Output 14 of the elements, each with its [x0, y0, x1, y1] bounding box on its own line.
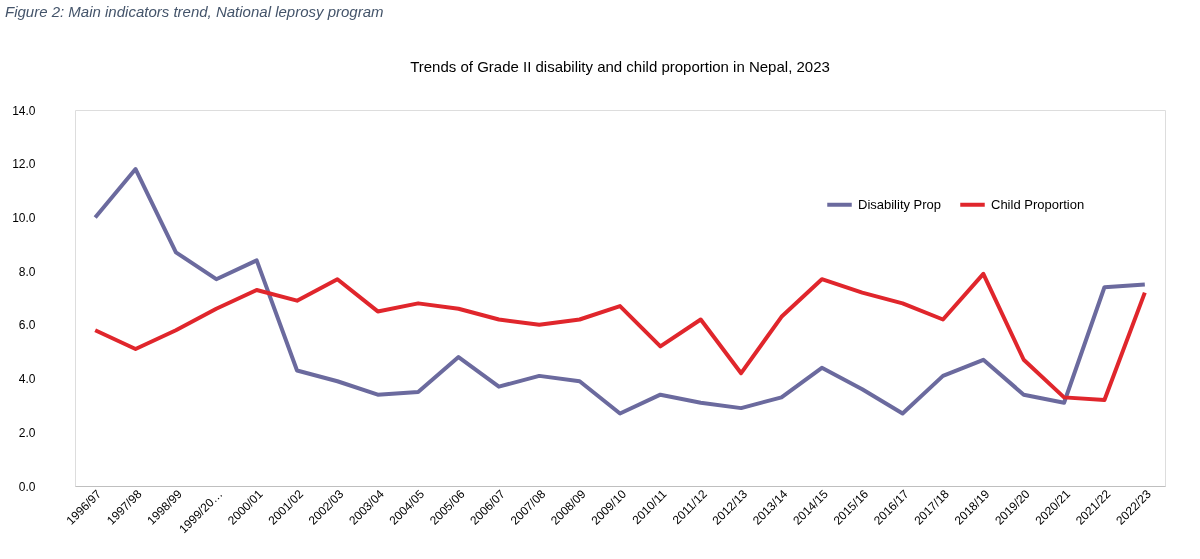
line-series: [93, 271, 1147, 403]
y-tick-label: 10.0: [12, 210, 36, 225]
y-tick-label: 0.0: [18, 479, 36, 494]
legend-label: Child Proportion: [991, 196, 1085, 212]
y-tick-label: 8.0: [18, 264, 36, 279]
y-tick-label: 6.0: [18, 318, 36, 333]
legend-label: Disability Prop: [858, 196, 942, 212]
chart-title: Trends of Grade II disability and child proportion in Nepal, 2023: [410, 58, 830, 75]
caption: Figure 2: Main indicators trend, National leprosy program: [5, 3, 384, 20]
y-tick-label: 4.0: [18, 372, 36, 387]
y-tick-label: 14.0: [12, 103, 36, 118]
y-tick-label: 12.0: [12, 157, 36, 172]
line-series: [93, 167, 1147, 416]
y-tick-label: 2.0: [18, 425, 36, 440]
